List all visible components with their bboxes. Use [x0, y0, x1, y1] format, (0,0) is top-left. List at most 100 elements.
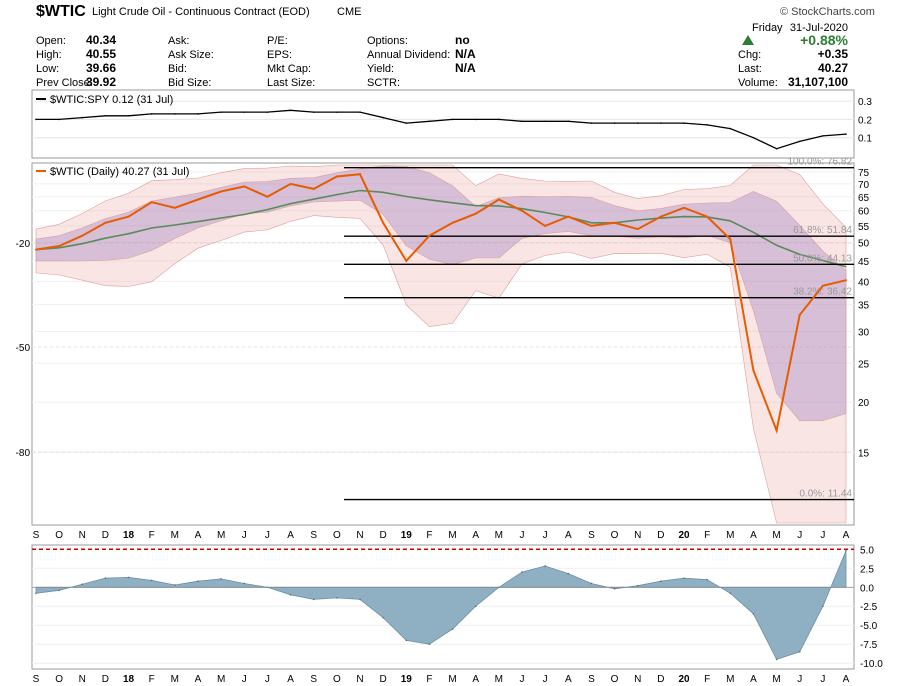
momentum-x-tick-label: A: [843, 674, 850, 685]
momentum-tick-label: -10.0: [860, 659, 883, 670]
quote-label: Chg:: [738, 49, 761, 61]
price-x-tick-label: A: [287, 530, 294, 541]
momentum-x-tick-label: N: [356, 674, 363, 685]
change-pct: +0.88%: [800, 32, 848, 48]
price-tick-label: 55: [858, 222, 870, 233]
momentum-point: [590, 582, 593, 585]
quote-label: Annual Dividend:: [367, 49, 450, 61]
momentum-point: [683, 577, 685, 579]
inner-band: [35, 165, 847, 422]
price-x-tick-label: O: [55, 530, 63, 541]
momentum-x-tick-label: S: [310, 674, 317, 685]
momentum-x-tick-label: J: [265, 674, 270, 685]
price-x-tick-label: M: [726, 530, 734, 541]
price-x-tick-label: S: [588, 530, 595, 541]
price-x-tick-label: S: [33, 530, 40, 541]
momentum-point: [58, 589, 60, 592]
momentum-point: [174, 584, 176, 586]
price-tick-label: 30: [858, 328, 870, 339]
price-x-tick-label: 19: [401, 530, 413, 541]
price-x-tick-label: J: [520, 530, 525, 541]
quote-label: P/E:: [267, 35, 288, 47]
quote-value: no: [455, 33, 470, 47]
momentum-x-tick-label: D: [380, 674, 387, 685]
price-x-tick-label: A: [565, 530, 572, 541]
quote-value: 39.92: [86, 75, 116, 89]
price-tick-label: 60: [858, 207, 870, 218]
momentum-layer: 5.0 2.5 0.0 -2.5 -5.0 -7.5 -10.0 S O N D 18 F M A M J J A S…: [32, 545, 883, 685]
momentum-point: [382, 616, 384, 619]
momentum-x-tick-label: A: [750, 674, 757, 685]
momentum-point: [81, 583, 84, 586]
momentum-x-tick-label: O: [55, 674, 63, 685]
price-panel: [31, 162, 855, 526]
quote-value: 39.66: [86, 61, 116, 75]
momentum-x-tick-label: M: [495, 674, 503, 685]
momentum-point: [729, 592, 732, 595]
exchange-label: CME: [337, 6, 361, 18]
momentum-x-tick-label: M: [448, 674, 456, 685]
momentum-x-tick-label: 18: [123, 674, 135, 685]
price-x-tick-label: M: [217, 530, 225, 541]
momentum-x-tick-label: N: [634, 674, 641, 685]
price-x-tick-label: S: [310, 530, 317, 541]
price-x-tick-label: A: [843, 530, 850, 541]
momentum-tick-label: -5.0: [860, 621, 878, 632]
chart-header: $WTIC Light Crude Oil - Continuous Contr…: [36, 3, 875, 48]
brand-label: © StockCharts.com: [780, 6, 875, 18]
price-x-tick-label: N: [79, 530, 86, 541]
quote-label: Last:: [738, 63, 762, 75]
price-x-tick-label: D: [102, 530, 109, 541]
price-x-tick-label: J: [820, 530, 825, 541]
momentum-point: [359, 598, 361, 601]
momentum-x-tick-label: A: [565, 674, 572, 685]
momentum-point: [706, 578, 708, 581]
instrument-name: Light Crude Oil - Continuous Contract (E…: [92, 6, 310, 18]
momentum-x-tick-label: D: [657, 674, 664, 685]
momentum-point: [336, 597, 338, 599]
quote-value: 40.55: [86, 47, 116, 61]
fib-level-label: 50.0%: 44.13: [793, 253, 852, 264]
momentum-point: [405, 639, 408, 642]
left-tick-label: -50: [16, 343, 31, 354]
momentum-point: [127, 576, 130, 579]
price-x-tick-label: J: [797, 530, 802, 541]
left-tick-label: -80: [16, 448, 31, 459]
momentum-point: [636, 584, 639, 587]
quote-label: High:: [36, 49, 62, 61]
price-x-tick-label: D: [380, 530, 387, 541]
price-x-tick-label: M: [772, 530, 780, 541]
momentum-x-tick-label: J: [242, 674, 247, 685]
quote-label: Ask Size:: [168, 49, 214, 61]
momentum-point: [35, 592, 37, 595]
momentum-x-tick-label: S: [588, 674, 595, 685]
price-legend-label: $WTIC (Daily) 40.27 (31 Jul): [50, 166, 189, 178]
quote-label: SCTR:: [367, 77, 400, 89]
momentum-x-tick-label: M: [772, 674, 780, 685]
momentum-x-tick-label: N: [79, 674, 86, 685]
relative-strength-layer: 0.3 0.2 0.1: [32, 97, 872, 150]
momentum-tick-label: 2.5: [860, 564, 874, 575]
quote-label: EPS:: [267, 49, 292, 61]
momentum-point: [104, 577, 107, 579]
rs-legend: $WTIC:SPY 0.12 (31 Jul): [36, 94, 173, 106]
price-tick-label: 50: [858, 239, 870, 250]
momentum-x-tick-label: M: [171, 674, 179, 685]
price-tick-label: 40: [858, 277, 870, 288]
fib-level-label: 100.0%: 76.82: [788, 157, 853, 168]
price-x-tick-label: A: [195, 530, 202, 541]
price-x-tick-label: F: [149, 530, 155, 541]
momentum-x-tick-label: S: [33, 674, 40, 685]
price-line: [35, 173, 847, 435]
momentum-point: [474, 605, 477, 608]
quote-label: Open:: [36, 35, 66, 47]
price-x-tick-label: M: [495, 530, 503, 541]
momentum-point: [150, 579, 153, 582]
price-x-tick-label: M: [448, 530, 456, 541]
price-legend: $WTIC (Daily) 40.27 (31 Jul): [36, 166, 189, 178]
price-tick-label: 65: [858, 193, 870, 204]
rs-line: [36, 109, 847, 150]
price-tick-label: 15: [858, 448, 870, 459]
momentum-point: [289, 594, 292, 596]
momentum-x-tick-label: A: [195, 674, 202, 685]
